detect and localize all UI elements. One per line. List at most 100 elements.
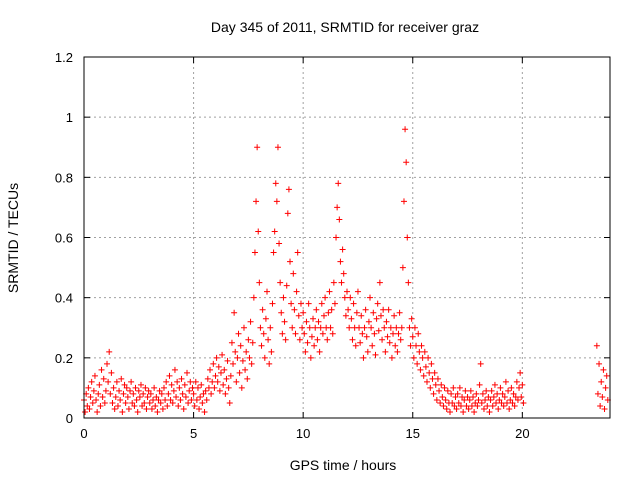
data-point	[375, 327, 382, 334]
data-point	[326, 288, 333, 295]
data-point	[502, 378, 509, 385]
data-point	[340, 270, 347, 277]
data-point	[264, 288, 271, 295]
data-point	[463, 402, 470, 409]
data-point	[182, 393, 189, 400]
data-point	[234, 354, 241, 361]
data-point	[396, 309, 403, 316]
data-point	[189, 384, 196, 391]
data-point	[96, 381, 103, 388]
data-point	[86, 405, 93, 412]
data-point	[373, 315, 380, 322]
data-point	[287, 258, 294, 265]
data-point	[439, 393, 446, 400]
data-point	[482, 396, 489, 403]
data-point	[513, 378, 520, 385]
data-point	[517, 369, 524, 376]
data-point	[437, 399, 444, 406]
data-point	[152, 402, 159, 409]
data-point	[345, 306, 352, 313]
data-point	[344, 288, 350, 295]
y-tick-label: 1.2	[55, 50, 73, 65]
data-point	[180, 405, 187, 412]
data-point	[360, 354, 367, 361]
data-point	[227, 372, 234, 379]
data-point	[428, 360, 435, 367]
data-point	[242, 366, 249, 373]
data-point	[277, 279, 284, 286]
data-point	[174, 378, 181, 385]
data-point	[272, 180, 279, 187]
data-point	[279, 330, 286, 337]
data-point	[391, 312, 398, 319]
data-point	[294, 249, 301, 256]
data-point	[270, 249, 277, 256]
data-point	[346, 324, 353, 331]
data-point	[134, 408, 141, 415]
data-point	[602, 384, 609, 391]
data-point	[100, 375, 107, 382]
data-point	[256, 279, 263, 286]
data-point	[177, 396, 184, 403]
data-point	[245, 336, 252, 343]
data-point	[233, 378, 240, 385]
data-point	[387, 324, 394, 331]
data-point	[188, 396, 195, 403]
data-point	[339, 246, 346, 253]
data-point	[471, 408, 478, 415]
data-point	[431, 369, 438, 376]
data-point	[453, 405, 460, 412]
data-point	[262, 315, 269, 322]
data-point	[394, 348, 401, 355]
data-point	[436, 387, 443, 394]
data-point	[376, 279, 383, 286]
data-point	[466, 396, 473, 403]
data-point	[225, 384, 232, 391]
data-point	[181, 381, 188, 388]
data-point	[449, 399, 456, 406]
data-point	[216, 387, 223, 394]
data-point	[493, 399, 500, 406]
data-point	[148, 405, 155, 412]
data-point	[278, 309, 285, 316]
data-point	[300, 309, 307, 316]
data-point	[473, 390, 480, 397]
data-point	[108, 369, 115, 376]
data-point	[160, 384, 167, 391]
data-point	[176, 384, 183, 391]
data-point	[230, 360, 237, 367]
data-point	[203, 396, 210, 403]
data-point	[223, 375, 230, 382]
data-point	[426, 369, 433, 376]
data-point	[190, 390, 197, 397]
data-point	[150, 396, 157, 403]
data-point	[314, 336, 321, 343]
data-point	[151, 384, 158, 391]
data-point	[94, 408, 101, 415]
data-point	[268, 348, 275, 355]
data-point	[325, 309, 332, 316]
data-point	[249, 339, 256, 346]
data-point	[200, 390, 207, 397]
data-point	[97, 402, 104, 409]
data-point	[238, 384, 245, 391]
data-point	[313, 306, 320, 313]
data-point	[447, 408, 454, 415]
data-point	[85, 384, 92, 391]
data-point	[599, 393, 606, 400]
data-point	[462, 387, 469, 394]
data-point	[347, 294, 354, 301]
data-point	[308, 333, 315, 340]
data-point	[289, 324, 296, 331]
data-point	[593, 342, 600, 349]
data-point	[442, 396, 449, 403]
data-point	[251, 249, 258, 256]
y-tick-label: 0.2	[55, 351, 73, 366]
data-point	[392, 342, 399, 349]
data-point	[597, 402, 604, 409]
data-point	[386, 339, 393, 346]
data-point	[369, 342, 376, 349]
data-point	[169, 399, 176, 406]
data-point	[494, 390, 501, 397]
